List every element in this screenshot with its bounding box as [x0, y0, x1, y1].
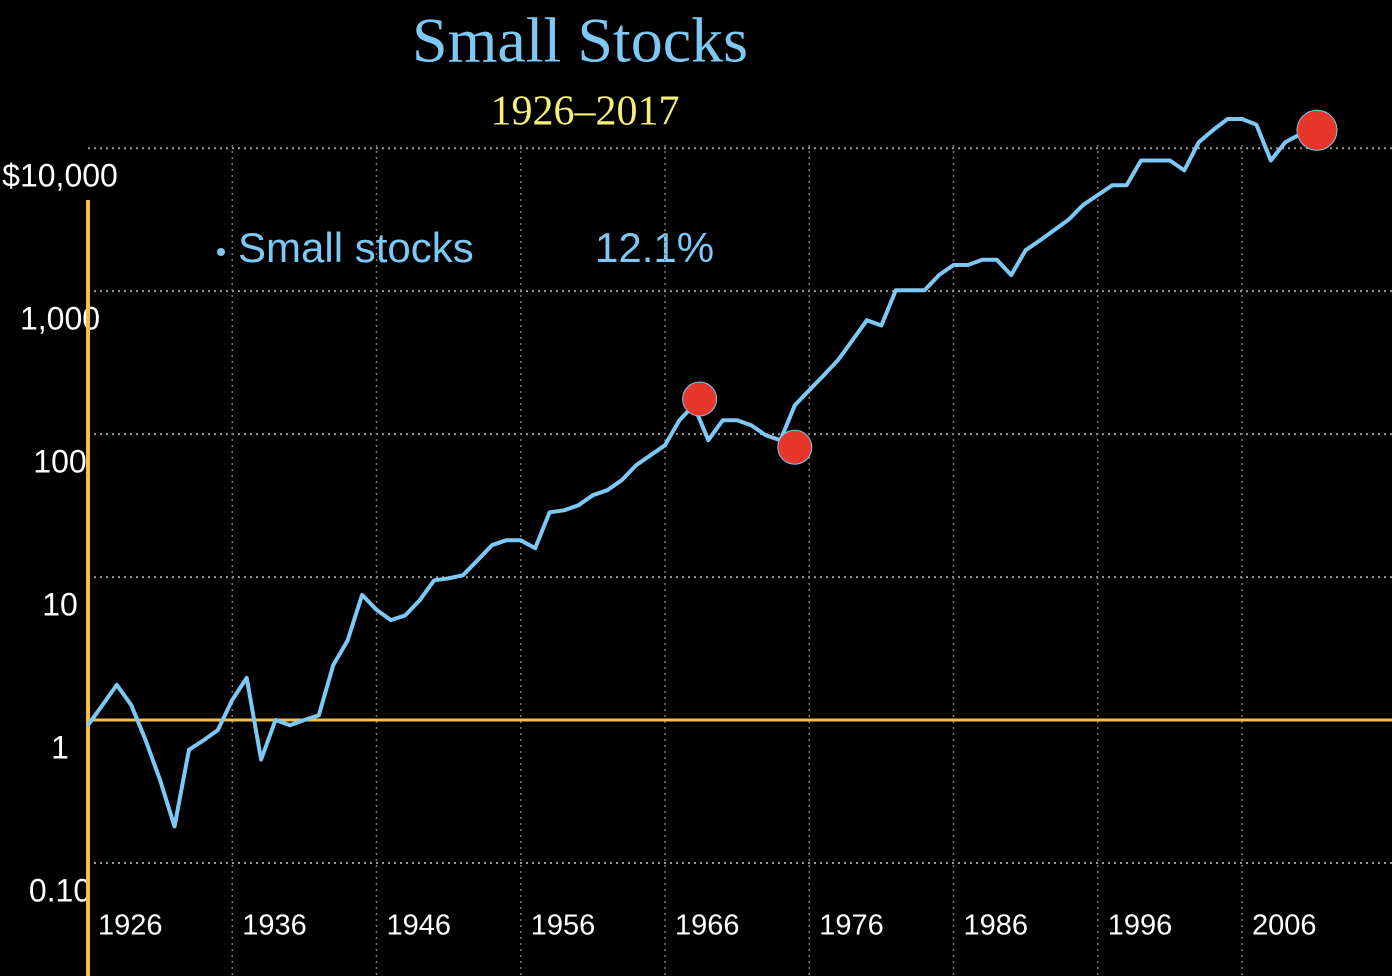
x-tick-label: 2006	[1252, 910, 1317, 942]
y-tick-label: 10	[42, 587, 78, 623]
chart-subtitle: 1926–2017	[491, 89, 680, 135]
highlight-marker	[777, 429, 813, 465]
x-tick-label: 1986	[963, 910, 1028, 942]
x-tick-label: 1936	[242, 910, 307, 942]
y-tick-label: $10,000	[2, 158, 118, 194]
annotation: 12.1%	[595, 224, 714, 271]
x-tick-label: 1956	[531, 910, 596, 942]
x-tick-label: 1946	[386, 910, 451, 942]
legend-bullet	[217, 248, 225, 256]
x-tick-label: 1976	[819, 910, 884, 942]
chart-title: Small Stocks	[412, 5, 748, 76]
x-tick-label: 1996	[1108, 910, 1173, 942]
x-tick-label: 1966	[675, 910, 740, 942]
x-tick-label: 1926	[98, 910, 163, 942]
y-tick-label: 0.10	[29, 872, 91, 908]
legend-label: Small stocks	[238, 224, 474, 271]
y-tick-label: 1	[51, 729, 69, 765]
highlight-marker	[682, 381, 718, 417]
highlight-marker	[1296, 109, 1338, 151]
y-tick-label: 100	[33, 444, 86, 480]
